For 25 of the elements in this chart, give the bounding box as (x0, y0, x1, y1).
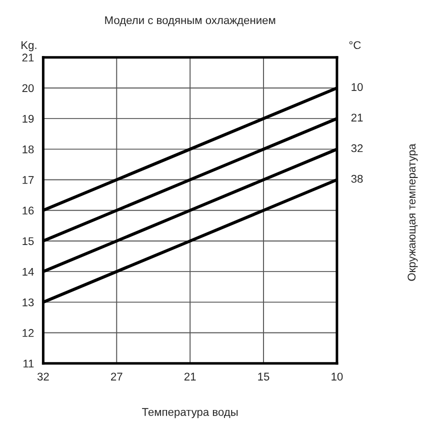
x-tick-label: 21 (184, 372, 196, 380)
series-label: 32 (351, 144, 363, 152)
y-axis-title: Kg. (22, 41, 36, 52)
y-tick-label: 19 (22, 114, 34, 123)
y-tick-label: 17 (22, 176, 34, 184)
chart-title: Модели с водяным охлаждением (105, 16, 276, 26)
series-label: 10 (352, 83, 363, 91)
y-tick-label: 11 (23, 360, 34, 368)
x-tick-label: 10 (332, 372, 343, 381)
x-axis-title: Температура воды (142, 408, 238, 418)
series-label: 21 (351, 114, 363, 122)
y-tick-label: 13 (22, 298, 34, 306)
text: Окружающая температура (408, 144, 418, 281)
y-tick-label: 14 (22, 268, 34, 276)
y-tick-label: 12 (22, 329, 34, 337)
y-tick-label: 16 (22, 206, 34, 215)
y-tick-label: 15 (22, 237, 34, 246)
x-tick-label: 27 (111, 372, 122, 380)
y-tick-label: 20 (22, 84, 34, 92)
y-tick-label: 21 (22, 54, 34, 62)
legend-title: °C (349, 41, 361, 50)
x-tick-label: 32 (37, 372, 49, 381)
y-tick-label: 18 (22, 145, 34, 154)
series-label: 38 (351, 174, 363, 183)
x-tick-label: 15 (258, 372, 270, 381)
